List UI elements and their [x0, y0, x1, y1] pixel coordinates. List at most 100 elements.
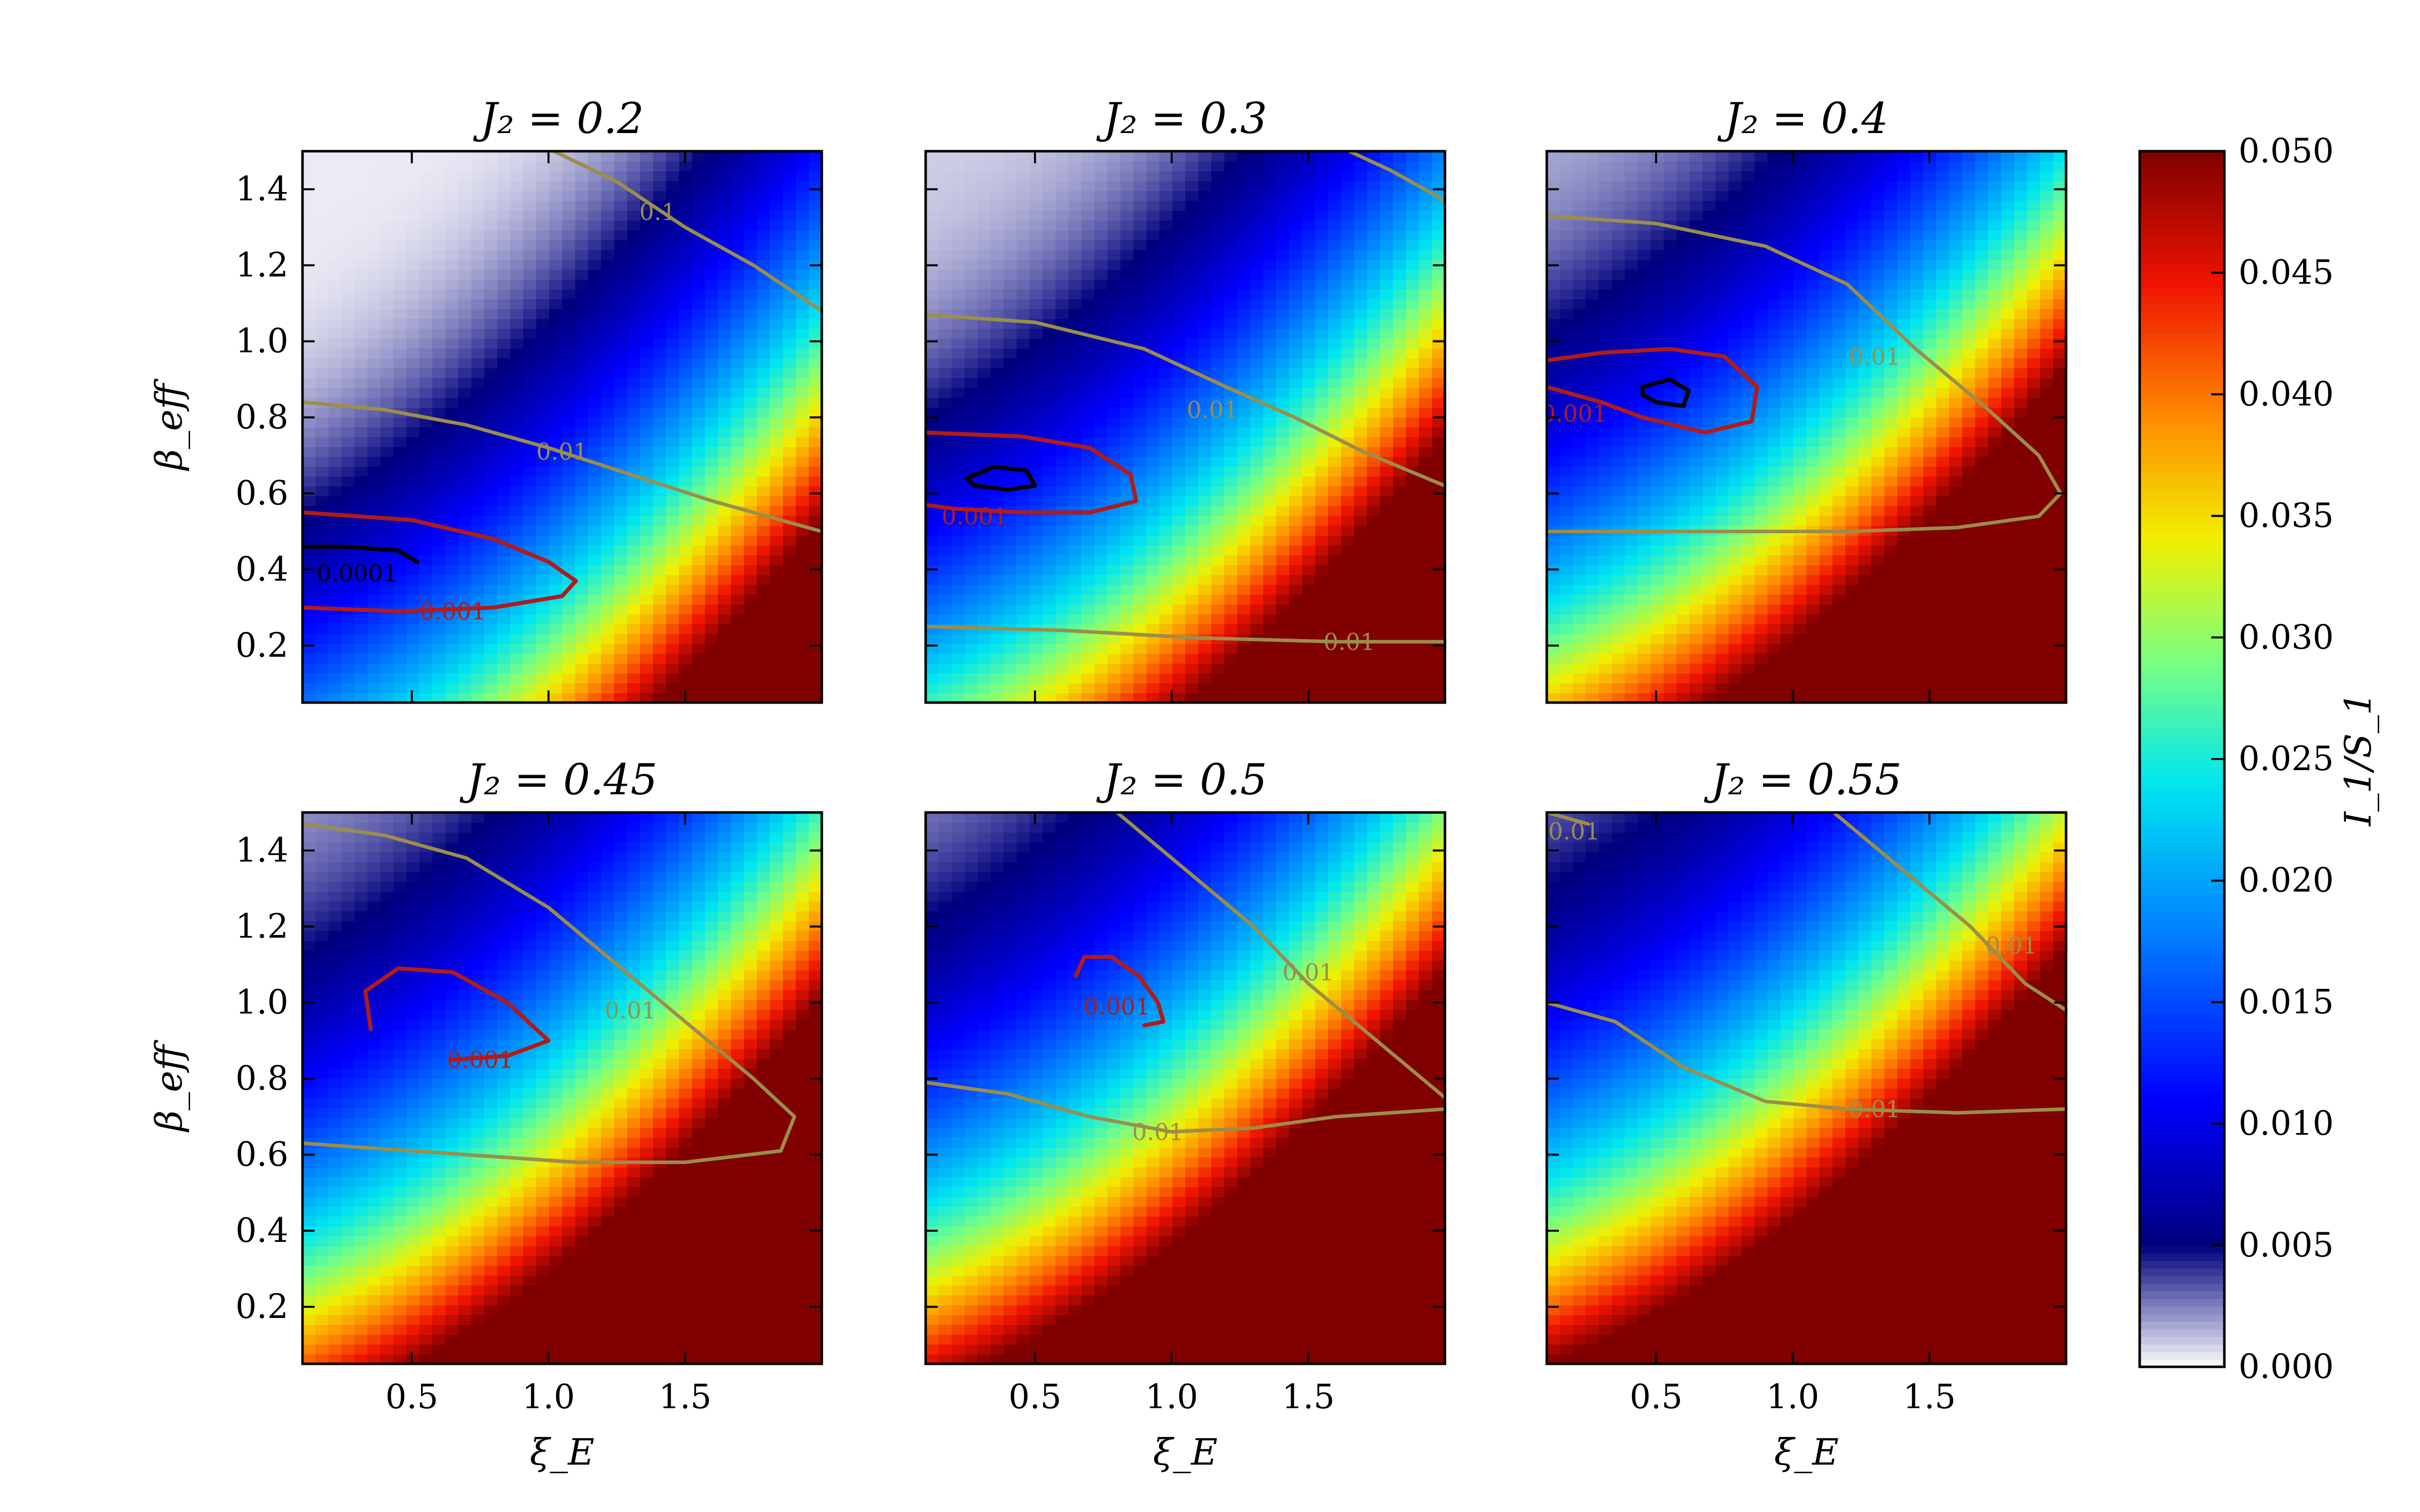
heatmap-cell — [1030, 191, 1043, 201]
heatmap-cell — [471, 200, 485, 211]
heatmap-cell — [770, 151, 783, 162]
heatmap-cell — [1042, 643, 1056, 654]
heatmap-cell — [1302, 555, 1316, 565]
heatmap-cell — [1224, 397, 1238, 408]
heatmap-cell — [1094, 594, 1108, 605]
heatmap-cell — [731, 427, 745, 437]
heatmap-cell — [367, 259, 381, 270]
heatmap-cell — [445, 682, 459, 694]
heatmap-cell — [1211, 495, 1225, 507]
heatmap-cell — [1354, 191, 1368, 201]
heatmap-cell — [1172, 180, 1186, 192]
heatmap-cell — [1302, 328, 1316, 339]
heatmap-cell — [1042, 535, 1056, 546]
heatmap-cell — [1094, 407, 1108, 418]
heatmap-cell — [1016, 220, 1031, 231]
heatmap-cell — [990, 358, 1004, 368]
heatmap-cell — [1302, 249, 1316, 260]
heatmap-cell — [1016, 151, 1031, 162]
heatmap-cell — [679, 417, 693, 427]
heatmap-cell — [328, 249, 342, 260]
heatmap-cell — [1185, 535, 1199, 546]
heatmap-cell — [1159, 456, 1173, 467]
heatmap-cell — [1380, 151, 1394, 162]
heatmap-cell — [523, 171, 537, 181]
heatmap-cell — [1380, 358, 1394, 368]
heatmap-cell — [1068, 289, 1082, 299]
heatmap-cell — [938, 171, 952, 181]
heatmap-cell — [1107, 259, 1121, 270]
heatmap-cell — [601, 377, 615, 388]
heatmap-cell — [328, 456, 342, 467]
heatmap-cell — [627, 367, 641, 379]
heatmap-cell — [1237, 230, 1251, 240]
heatmap-cell — [692, 476, 706, 487]
heatmap-cell — [692, 191, 706, 201]
heatmap-cell — [1432, 328, 1445, 339]
heatmap-cell — [1406, 328, 1420, 339]
heatmap-cell — [601, 594, 615, 605]
heatmap-cell — [1237, 447, 1251, 457]
heatmap-cell — [1380, 239, 1394, 250]
heatmap-cell — [1159, 269, 1173, 280]
heatmap-cell — [588, 614, 602, 624]
heatmap-cell — [1599, 407, 1612, 418]
heatmap-cell — [1003, 210, 1017, 221]
heatmap-cell — [926, 191, 939, 201]
heatmap-cell — [666, 436, 680, 447]
heatmap-cell — [1030, 525, 1043, 536]
heatmap-cell — [471, 564, 485, 575]
heatmap-cell — [1380, 319, 1394, 329]
heatmap-cell — [705, 545, 719, 555]
heatmap-cell — [302, 436, 316, 447]
heatmap-cell — [419, 407, 433, 418]
heatmap-cell — [757, 171, 771, 181]
heatmap-cell — [1302, 535, 1316, 546]
heatmap-cell — [731, 308, 745, 320]
heatmap-cell — [614, 653, 628, 664]
heatmap-cell — [1315, 614, 1329, 624]
heatmap-cell — [782, 230, 797, 240]
heatmap-cell — [990, 308, 1004, 320]
heatmap-cell — [419, 230, 433, 240]
heatmap-cell — [419, 594, 433, 605]
heatmap-cell — [432, 575, 446, 585]
heatmap-cell — [1406, 377, 1420, 388]
heatmap-cell — [575, 191, 589, 201]
heatmap-cell — [640, 466, 654, 477]
heatmap-cell — [471, 456, 485, 467]
panel-title: J₂ = 0.3 — [1096, 94, 1267, 143]
heatmap-cell — [341, 161, 355, 171]
heatmap-cell — [536, 259, 550, 270]
heatmap-cell — [1263, 171, 1277, 181]
heatmap-cell — [419, 535, 433, 546]
heatmap-cell — [705, 535, 719, 546]
heatmap-cell — [1030, 594, 1043, 605]
heatmap-cell — [588, 682, 602, 694]
heatmap-cell — [588, 348, 602, 359]
heatmap-cell — [1611, 653, 1625, 664]
heatmap-cell — [1211, 210, 1225, 221]
heatmap-cell — [1624, 239, 1639, 250]
heatmap-cell — [1341, 564, 1355, 575]
heatmap-cell — [627, 397, 641, 408]
heatmap-cell — [1393, 447, 1407, 457]
heatmap-cell — [614, 535, 628, 546]
heatmap-cell — [692, 634, 706, 644]
heatmap-cell — [1419, 545, 1433, 555]
heatmap-cell — [731, 495, 745, 507]
heatmap-cell — [1624, 367, 1639, 379]
heatmap-cell — [354, 486, 368, 496]
heatmap-cell — [354, 249, 368, 260]
heatmap-cell — [770, 643, 783, 654]
heatmap-cell — [315, 249, 329, 260]
heatmap-cell — [1406, 555, 1420, 565]
heatmap-cell — [627, 348, 641, 359]
heatmap-cell — [497, 594, 511, 605]
heatmap-cell — [315, 161, 329, 171]
heatmap-cell — [757, 575, 771, 585]
heatmap-cell — [328, 151, 342, 162]
heatmap-cell — [1030, 555, 1043, 565]
heatmap-cell — [757, 200, 771, 211]
heatmap-cell — [951, 692, 965, 703]
